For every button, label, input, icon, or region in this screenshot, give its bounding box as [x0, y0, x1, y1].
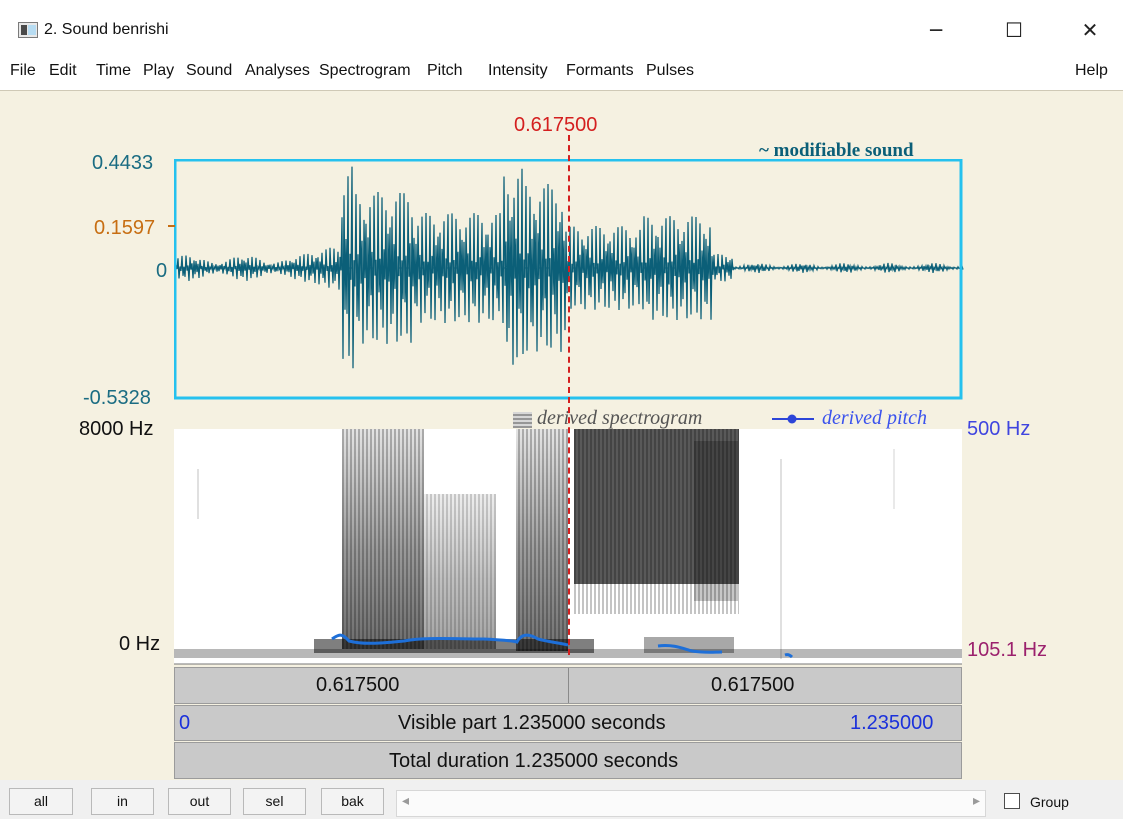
scroll-left-icon[interactable]: ◂ — [402, 792, 410, 808]
left-selection-time: 0.617500 — [316, 674, 400, 696]
pitch-contour-voiced-3 — [784, 653, 794, 659]
waveform-max-label: 0.4433 — [92, 152, 154, 174]
cursor-time-label: 0.617500 — [514, 114, 598, 136]
waveform-value-tick — [168, 225, 175, 227]
selection-time-bar: 0.617500 0.617500 — [174, 667, 962, 704]
menu-analyses[interactable]: Analyses — [245, 62, 310, 79]
close-button[interactable]: ✕ — [1081, 18, 1099, 42]
pitch-ceiling-label: 500 Hz — [967, 418, 1031, 440]
right-selection-segment[interactable]: 0.617500 — [569, 668, 961, 703]
zoom-all-button[interactable]: all — [9, 788, 73, 815]
right-selection-time: 0.617500 — [711, 674, 795, 696]
modifiable-sound-legend: ~ modifiable sound — [759, 140, 914, 161]
group-checkbox[interactable] — [1004, 793, 1020, 809]
menu-pitch[interactable]: Pitch — [427, 62, 463, 79]
menu-pulses[interactable]: Pulses — [646, 62, 695, 79]
praat-window-icon — [18, 22, 38, 38]
time-scrollbar[interactable]: ◂ ▸ — [396, 790, 986, 817]
spectrogram-image — [174, 429, 962, 659]
zoom-in-button[interactable]: in — [91, 788, 154, 815]
menu-sound[interactable]: Sound — [186, 62, 233, 79]
bottom-toolbar: all in out sel bak ◂ ▸ Group — [0, 780, 1123, 819]
group-label: Group — [1030, 794, 1069, 810]
total-duration-label: Total duration 1.235000 seconds — [389, 750, 679, 772]
menu-edit[interactable]: Edit — [49, 62, 77, 79]
menu-spectrogram[interactable]: Spectrogram — [319, 62, 411, 79]
scroll-right-icon[interactable]: ▸ — [972, 792, 980, 808]
menu-formants[interactable]: Formants — [566, 62, 634, 79]
derived-pitch-legend: derived pitch — [822, 407, 927, 429]
spectrogram-top-frequency: 8000 Hz — [79, 418, 154, 440]
menu-play[interactable]: Play — [143, 62, 175, 79]
sound-editor-canvas[interactable]: 0.617500 0.4433 0.1597 0 -0.5328 ~ modif… — [0, 90, 1123, 781]
spectrogram-plot[interactable] — [174, 429, 964, 666]
window-title: 2. Sound benrishi — [44, 21, 169, 38]
menu-intensity[interactable]: Intensity — [488, 62, 548, 79]
menu-file[interactable]: File — [10, 62, 36, 79]
minimize-button[interactable]: ─ — [929, 18, 943, 42]
waveform-min-label: -0.5328 — [83, 387, 151, 409]
waveform-cursor-value-label: 0.1597 — [94, 217, 156, 239]
pitch-value-label: 105.1 Hz — [967, 639, 1048, 661]
spectrogram-legend-swatch — [513, 412, 532, 428]
time-cursor-line — [568, 135, 570, 655]
visible-part-bar[interactable]: 0 Visible part 1.235000 seconds 1.235000 — [174, 705, 962, 741]
pitch-contour-voiced-1 — [331, 633, 569, 647]
zoom-out-button[interactable]: out — [168, 788, 231, 815]
spectrogram-bottom-frequency: 0 Hz — [119, 633, 161, 655]
maximize-button[interactable]: ☐ — [1005, 18, 1023, 42]
derived-spectrogram-legend: derived spectrogram — [537, 407, 703, 429]
pitch-contour-voiced-2 — [657, 644, 723, 654]
zoom-selection-button[interactable]: sel — [243, 788, 306, 815]
title-bar: 2. Sound benrishi ─ ☐ ✕ — [0, 0, 1123, 56]
menu-time[interactable]: Time — [96, 62, 131, 79]
waveform-zero-label: 0 — [156, 260, 168, 282]
pitch-legend-symbol — [772, 414, 814, 424]
menu-help[interactable]: Help — [1075, 62, 1108, 79]
visible-end-time: 1.235000 — [850, 712, 934, 734]
visible-start-time: 0 — [179, 712, 191, 734]
left-selection-segment[interactable]: 0.617500 — [175, 668, 569, 703]
zoom-back-button[interactable]: bak — [321, 788, 384, 815]
menu-bar: File Edit Time Play Sound Analyses Spect… — [0, 56, 1123, 90]
total-duration-bar[interactable]: Total duration 1.235000 seconds — [174, 742, 962, 779]
visible-part-label: Visible part 1.235000 seconds — [398, 712, 666, 734]
